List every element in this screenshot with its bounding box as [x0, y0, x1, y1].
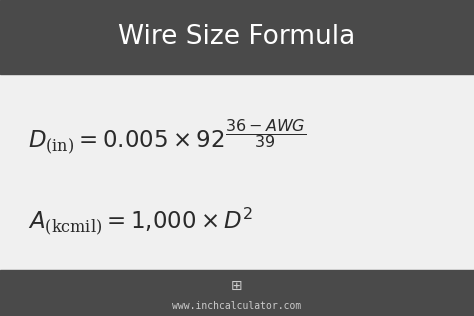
Bar [0, 0, 474, 74]
Text: $\mathit{D}_{\mathregular{(in)}} = 0.005 \times 92^{\dfrac{36-\mathit{AWG}}{39}}: $\mathit{D}_{\mathregular{(in)}} = 0.005… [28, 118, 307, 156]
Bar [0, 270, 474, 316]
Text: $\mathit{A}_{\mathregular{(kcmil)}} = 1{,}000 \times \mathit{D}^{2}$: $\mathit{A}_{\mathregular{(kcmil)}} = 1{… [28, 205, 254, 237]
Text: www.inchcalculator.com: www.inchcalculator.com [173, 301, 301, 311]
Text: Wire Size Formula: Wire Size Formula [118, 24, 356, 50]
Text: ⊞: ⊞ [231, 279, 243, 293]
